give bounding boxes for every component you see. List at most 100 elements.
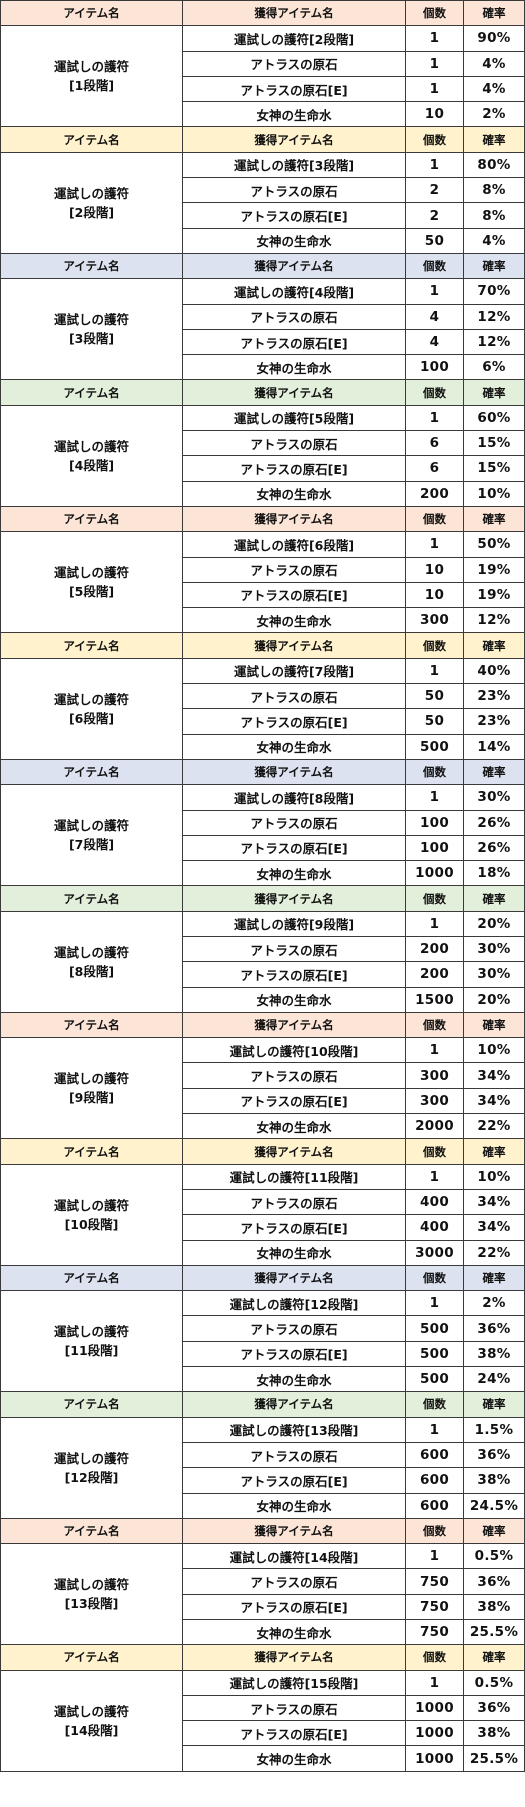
header-reward-name: 獲得アイテム名 <box>182 505 406 533</box>
reward-name-cell: アトラスの原石[E] <box>182 1467 406 1494</box>
count-cell: 100 <box>405 354 464 381</box>
rate-cell: 15% <box>463 430 525 457</box>
item-name-line1: 運試しの護符 <box>53 1577 129 1593</box>
header-reward-name: 獲得アイテム名 <box>182 0 406 27</box>
reward-name-cell: アトラスの原石 <box>182 683 406 710</box>
rate-cell: 36% <box>463 1694 525 1722</box>
count-cell: 300 <box>405 1087 464 1115</box>
item-name-line2: [5段階] <box>68 584 115 600</box>
count-cell: 1500 <box>405 986 464 1013</box>
header-reward-name: 獲得アイテム名 <box>182 1391 406 1418</box>
count-cell: 500 <box>405 1315 464 1342</box>
reward-name-cell: 女神の生命水 <box>182 860 406 887</box>
rate-cell: 34% <box>463 1087 525 1115</box>
header-reward-name: 獲得アイテム名 <box>182 632 406 659</box>
count-cell: 2000 <box>405 1113 464 1140</box>
header-row: アイテム名 獲得アイテム名 個数 確率 <box>0 1517 525 1545</box>
item-name-line2: [6段階] <box>68 710 115 726</box>
reward-name-cell: 運試しの護符[3段階] <box>182 151 406 179</box>
header-row: アイテム名 獲得アイテム名 個数 確率 <box>0 505 525 533</box>
reward-name-cell: 女神の生命水 <box>182 986 406 1013</box>
table-row: 運試しの護符 [5段階] 運試しの護符[6段階] 1 50% <box>0 531 525 634</box>
table-row: 女神の生命水 500 14% <box>1 733 525 760</box>
reward-name-cell: 女神の生命水 <box>182 1745 406 1772</box>
table-row: 運試しの護符 [4段階] 運試しの護符[5段階] 1 60% <box>0 404 525 507</box>
header-item-name: アイテム名 <box>0 1138 183 1165</box>
rate-cell: 38% <box>463 1593 525 1621</box>
item-name-line2: [14段階] <box>64 1722 119 1738</box>
reward-name-cell: 運試しの護符[2段階] <box>182 25 406 52</box>
reward-name-cell: アトラスの原石 <box>182 1568 406 1595</box>
header-count: 個数 <box>405 758 464 786</box>
rate-cell: 24.5% <box>463 1492 525 1519</box>
item-name-line2: [2段階] <box>68 204 115 220</box>
header-count: 個数 <box>405 1138 464 1165</box>
header-item-name: アイテム名 <box>0 632 183 659</box>
table-row: アトラスの原石 2 8% <box>1 177 525 204</box>
table-row: アトラスの原石[E] 10 19% <box>1 581 525 609</box>
reward-name-cell: アトラスの原石[E] <box>182 961 406 988</box>
count-cell: 1 <box>405 1543 464 1570</box>
header-row: アイテム名 獲得アイテム名 個数 確率 <box>0 0 525 27</box>
table-row: 女神の生命水 1500 20% <box>1 986 525 1013</box>
reward-name-cell: 女神の生命水 <box>182 607 406 634</box>
table-row: アトラスの原石 6 15% <box>1 430 525 457</box>
header-rate: 確率 <box>463 758 525 786</box>
header-reward-name: 獲得アイテム名 <box>182 126 406 153</box>
rate-cell: 23% <box>463 708 525 735</box>
table-row: 女神の生命水 1000 18% <box>1 860 525 887</box>
rate-cell: 90% <box>463 25 525 52</box>
rate-cell: 23% <box>463 683 525 710</box>
header-item-name: アイテム名 <box>0 1517 183 1545</box>
reward-name-cell: アトラスの原石 <box>182 809 406 836</box>
rate-cell: 26% <box>463 809 525 836</box>
count-cell: 1000 <box>405 1745 464 1772</box>
count-cell: 400 <box>405 1188 464 1216</box>
count-cell: 1000 <box>405 1694 464 1722</box>
item-name-cell: 運試しの護符 [12段階] <box>0 1416 183 1519</box>
item-name-cell: 運試しの護符 [7段階] <box>0 784 183 887</box>
rate-cell: 30% <box>463 961 525 988</box>
count-cell: 50 <box>405 227 464 254</box>
count-cell: 2 <box>405 177 464 204</box>
header-item-name: アイテム名 <box>0 1391 183 1418</box>
rate-cell: 34% <box>463 1214 525 1241</box>
item-name-cell: 運試しの護符 [4段階] <box>0 404 183 507</box>
header-reward-name: 獲得アイテム名 <box>182 379 406 406</box>
count-cell: 1 <box>405 75 464 103</box>
item-name-line2: [4段階] <box>68 457 115 473</box>
header-rate: 確率 <box>463 126 525 153</box>
table-row: アトラスの原石 100 26% <box>1 809 525 836</box>
rate-cell: 8% <box>463 202 525 229</box>
count-cell: 300 <box>405 607 464 634</box>
item-name-line2: [11段階] <box>64 1343 119 1359</box>
count-cell: 100 <box>405 834 464 862</box>
header-rate: 確率 <box>463 1517 525 1545</box>
table-row: アトラスの原石 400 34% <box>1 1188 525 1216</box>
rate-cell: 1.5% <box>463 1416 525 1443</box>
item-name-cell: 運試しの護符 [1段階] <box>0 25 183 128</box>
table-row: アトラスの原石 1 4% <box>1 50 525 77</box>
header-rate: 確率 <box>463 252 525 280</box>
header-item-name: アイテム名 <box>0 0 183 27</box>
count-cell: 1000 <box>405 860 464 887</box>
table-row: アトラスの原石[E] 50 23% <box>1 708 525 735</box>
count-cell: 300 <box>405 1062 464 1089</box>
header-count: 個数 <box>405 252 464 280</box>
table-row: 運試しの護符 [13段階] 運試しの護符[14段階] 1 0.5% <box>0 1543 525 1646</box>
header-item-name: アイテム名 <box>0 1011 183 1039</box>
count-cell: 4 <box>405 303 464 330</box>
item-name-cell: 運試しの護符 [14段階] <box>0 1669 183 1772</box>
header-row: アイテム名 獲得アイテム名 個数 確率 <box>0 885 525 912</box>
header-row: アイテム名 獲得アイテム名 個数 確率 <box>0 1391 525 1418</box>
item-name-line2: [3段階] <box>68 331 115 347</box>
reward-name-cell: アトラスの原石 <box>182 1188 406 1216</box>
table-row: アトラスの原石[E] 100 26% <box>1 834 525 862</box>
rate-cell: 30% <box>463 784 525 811</box>
rate-cell: 4% <box>463 50 525 77</box>
table-row: 女神の生命水 300 12% <box>1 607 525 634</box>
reward-name-cell: アトラスの原石[E] <box>182 455 406 482</box>
header-reward-name: 獲得アイテム名 <box>182 252 406 280</box>
rate-cell: 20% <box>463 986 525 1013</box>
reward-name-cell: アトラスの原石[E] <box>182 581 406 609</box>
